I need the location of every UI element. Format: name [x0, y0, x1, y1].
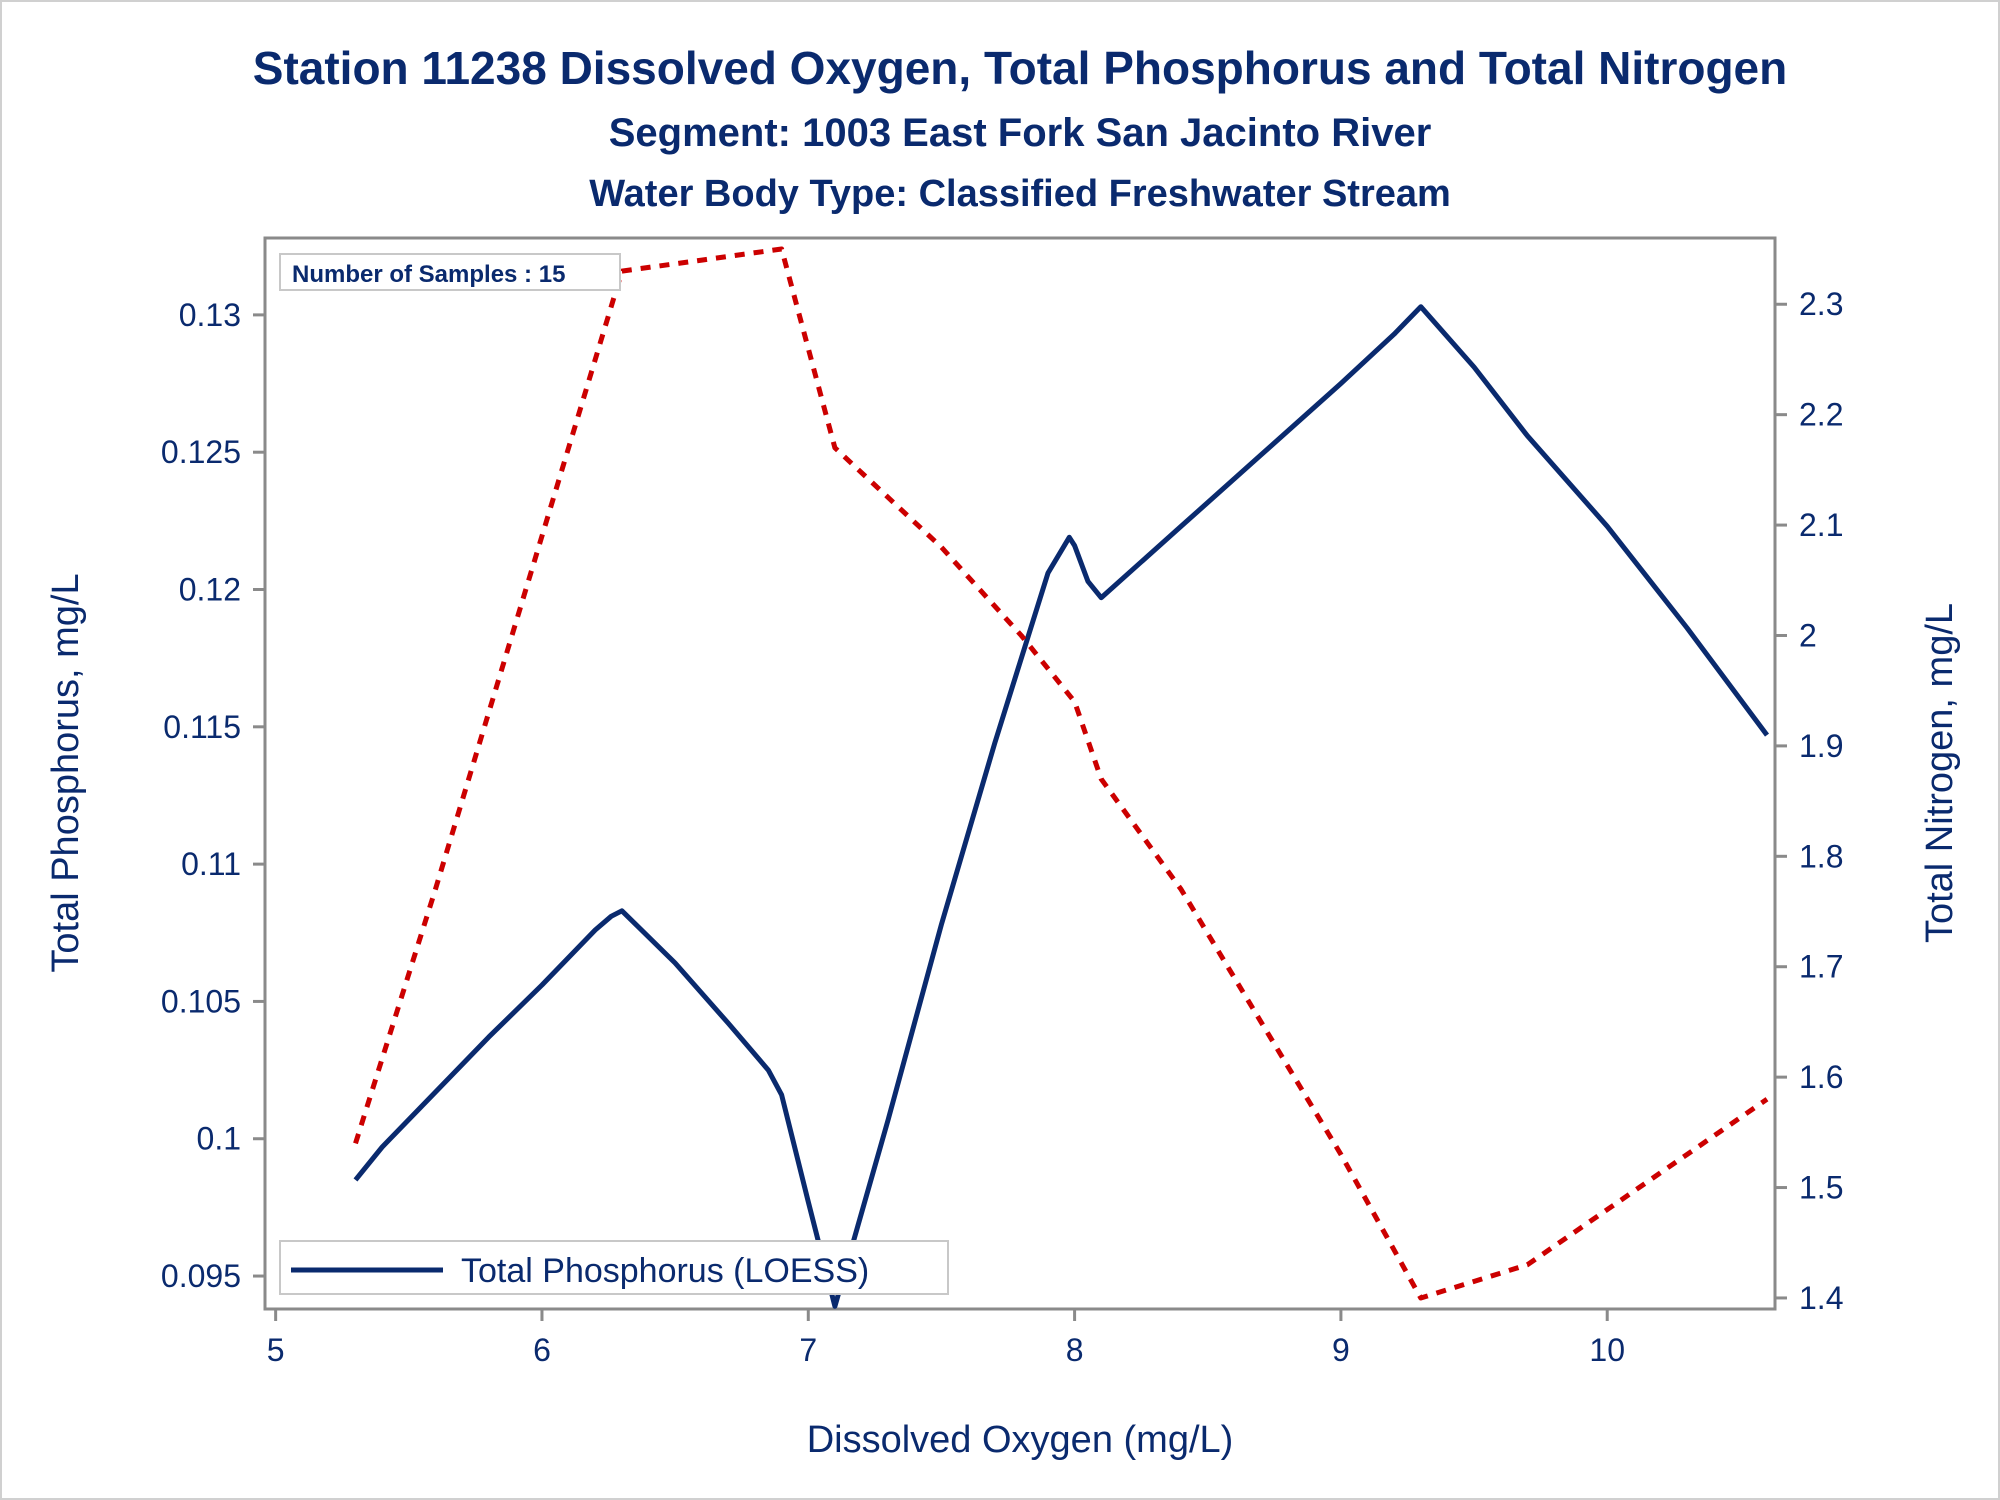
series-layer: [353, 246, 1770, 1309]
y2-tick-label: 1.9: [1799, 728, 1843, 764]
y2-tick-label: 2.2: [1799, 397, 1843, 433]
chart-subtitle-2: Water Body Type: Classified Freshwater S…: [589, 173, 1451, 215]
y-tick-label: 0.095: [161, 1258, 241, 1294]
y2-tick-label: 1.4: [1799, 1280, 1843, 1316]
plot-area: [263, 236, 1777, 1311]
x-tick-label: 10: [1589, 1332, 1625, 1368]
y-tick-label: 0.13: [179, 297, 241, 333]
legend: Total Phosphorus (LOESS): [279, 1240, 949, 1295]
y2-tick-label: 2: [1799, 617, 1817, 653]
y-tick-label: 0.1: [197, 1121, 241, 1157]
chart-title: Station 11238 Dissolved Oxygen, Total Ph…: [253, 42, 1787, 94]
y-axis-ticks: 0.095 0.1 0.105 0.11 0.115 0.12 0.125 0.13: [161, 297, 265, 1294]
y-tick-label: 0.105: [161, 983, 241, 1019]
series-line-total-phosphorus: [353, 304, 1770, 1309]
y2-axis-label: Total Nitrogen, mg/L: [1919, 603, 1961, 943]
y-tick-label: 0.115: [163, 709, 241, 745]
y-axis-label: Total Phosphorus, mg/L: [45, 573, 87, 972]
legend-label-total-phosphorus: Total Phosphorus (LOESS): [461, 1252, 869, 1290]
y2-tick-label: 1.8: [1799, 838, 1843, 874]
x-tick-label: 8: [1066, 1332, 1084, 1368]
series-line-total-nitrogen: [353, 246, 1769, 1301]
y2-axis-ticks: 1.4 1.5 1.6 1.7 1.8 1.9 2 2.1 2.2 2.3: [1775, 286, 1843, 1316]
x-tick-label: 9: [1332, 1332, 1350, 1368]
sample-count-box: Number of Samples : 15: [279, 253, 621, 291]
y2-tick-label: 2.3: [1799, 286, 1843, 322]
y2-tick-label: 1.6: [1799, 1059, 1843, 1095]
y2-tick-label: 1.5: [1799, 1170, 1843, 1206]
chart-subtitle: Segment: 1003 East Fork San Jacinto Rive…: [609, 111, 1432, 155]
sample-count-label: Number of Samples : 15: [292, 261, 565, 288]
y-tick-label: 0.125: [161, 434, 241, 470]
x-tick-label: 7: [799, 1332, 817, 1368]
x-axis-label: Dissolved Oxygen (mg/L): [807, 1419, 1234, 1461]
x-axis-ticks: 5 6 7 8 9 10: [267, 1309, 1625, 1368]
y2-tick-label: 1.7: [1799, 949, 1843, 985]
x-tick-label: 5: [267, 1332, 285, 1368]
y-tick-label: 0.11: [181, 846, 241, 882]
y-tick-label: 0.12: [179, 572, 241, 608]
x-tick-label: 6: [533, 1332, 551, 1368]
y2-tick-label: 2.1: [1799, 507, 1843, 543]
